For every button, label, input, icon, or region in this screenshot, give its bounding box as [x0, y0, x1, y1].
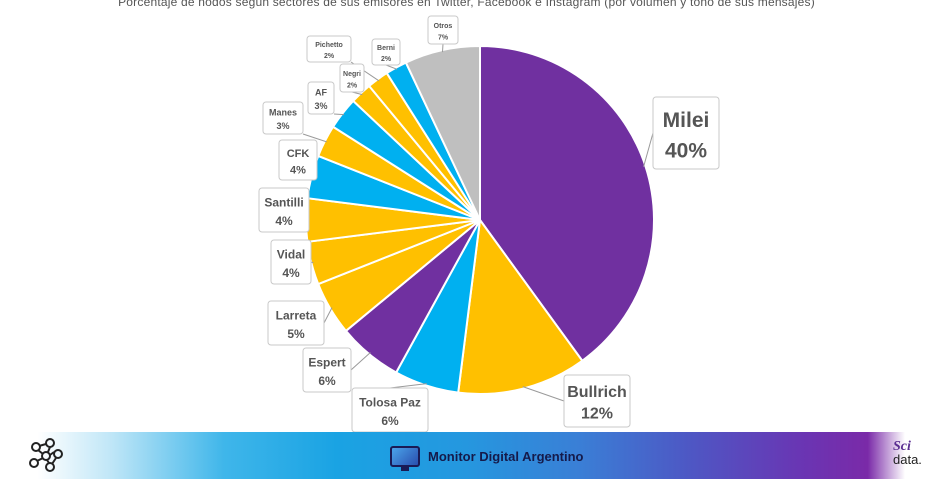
pie-slice-milei — [479, 44, 655, 363]
leader-line — [385, 64, 398, 70]
slice-name-label: Otros — [434, 23, 453, 30]
label-box — [262, 101, 304, 135]
slice-value-label: 3% — [276, 121, 289, 131]
slice-value-label: 4% — [282, 266, 300, 280]
slice-label: CFK 4% — [278, 139, 318, 181]
label-box — [267, 300, 325, 346]
slice-name-label: Negri — [343, 71, 361, 78]
slice-label: Tolosa Paz 6% — [351, 387, 429, 432]
slice-name-label: Berni — [377, 45, 395, 52]
monitor-icon — [390, 445, 420, 471]
leader-line — [350, 352, 371, 371]
slice-value-label: 5% — [287, 327, 305, 341]
slice-label: Berni 2% — [371, 38, 401, 66]
slice-label: Manes 3% — [262, 101, 304, 135]
label-box — [302, 347, 352, 393]
logo-bottom-text: data. — [893, 452, 922, 467]
slice-label: Santilli 4% — [258, 187, 310, 233]
leader-line — [389, 383, 427, 389]
slice-label: Negri 2% — [339, 63, 365, 93]
label-box — [563, 374, 631, 428]
footer-brand: Monitor Digital Argentino — [390, 443, 584, 471]
slice-name-label: Pichetto — [315, 42, 343, 49]
slice-label: Larreta 5% — [267, 300, 325, 346]
slice-label: Vidal 4% — [270, 239, 312, 285]
leader-line — [323, 307, 333, 324]
slice-name-label: Bullrich — [567, 384, 627, 401]
label-box — [427, 15, 459, 45]
label-box — [258, 187, 310, 233]
slice-name-label: Vidal — [277, 247, 305, 261]
label-box — [270, 239, 312, 285]
slice-name-label: Larreta — [276, 308, 317, 322]
slice-value-label: 7% — [438, 35, 449, 42]
slice-value-label: 6% — [381, 414, 399, 428]
footer-bar: Monitor Digital Argentino Sci data. — [0, 432, 933, 479]
slice-value-label: 2% — [347, 83, 358, 90]
leader-line — [442, 43, 444, 53]
leader-line — [522, 386, 565, 402]
slice-value-label: 6% — [318, 374, 336, 388]
slice-label: Otros 7% — [427, 15, 459, 45]
slice-value-label: 4% — [275, 214, 293, 228]
slice-label: Bullrich 12% — [563, 374, 631, 428]
label-box — [351, 387, 429, 432]
chart-subtitle: Porcentaje de nodos según sectores de su… — [118, 0, 815, 9]
pie-slices — [304, 44, 655, 396]
pie-slice-otros — [404, 44, 481, 221]
slice-label: Espert 6% — [302, 347, 352, 393]
leader-line — [333, 113, 345, 116]
slice-labels: Milei 40% Bullrich 12% Tolosa Paz 6% Espert 6% L… — [258, 15, 720, 432]
slice-label: Pichetto 2% — [306, 35, 352, 63]
scidata-logo: Sci data. — [893, 439, 933, 467]
pie-chart: Milei 40% Bullrich 12% Tolosa Paz 6% Espert 6% L… — [258, 15, 720, 432]
leader-line — [643, 132, 654, 167]
slice-name-label: Milei — [663, 109, 710, 132]
slice-label: AF 3% — [307, 81, 335, 115]
slice-name-label: Santilli — [264, 195, 303, 209]
slice-value-label: 40% — [665, 139, 707, 162]
leader-line — [302, 133, 327, 143]
brand-name: Monitor Digital Argentino — [428, 448, 584, 464]
slice-name-label: AF — [315, 87, 327, 97]
label-box — [339, 63, 365, 93]
pie-slice-bullrich — [457, 217, 584, 396]
slice-name-label: Manes — [269, 107, 297, 117]
slice-value-label: 12% — [581, 406, 613, 423]
slice-name-label: Tolosa Paz — [359, 395, 421, 409]
label-box — [652, 96, 720, 170]
slice-value-label: 3% — [314, 101, 327, 111]
slice-value-label: 2% — [381, 56, 392, 63]
slice-value-label: 4% — [290, 165, 306, 177]
label-box — [306, 35, 352, 63]
slice-value-label: 2% — [324, 53, 335, 60]
label-box — [307, 81, 335, 115]
slice-name-label: Espert — [308, 355, 345, 369]
network-icon — [29, 438, 63, 472]
logo-top-text: Sci — [893, 439, 911, 454]
label-box — [278, 139, 318, 181]
slice-label: Milei 40% — [652, 96, 720, 170]
slice-name-label: CFK — [287, 148, 310, 160]
label-box — [371, 38, 401, 66]
